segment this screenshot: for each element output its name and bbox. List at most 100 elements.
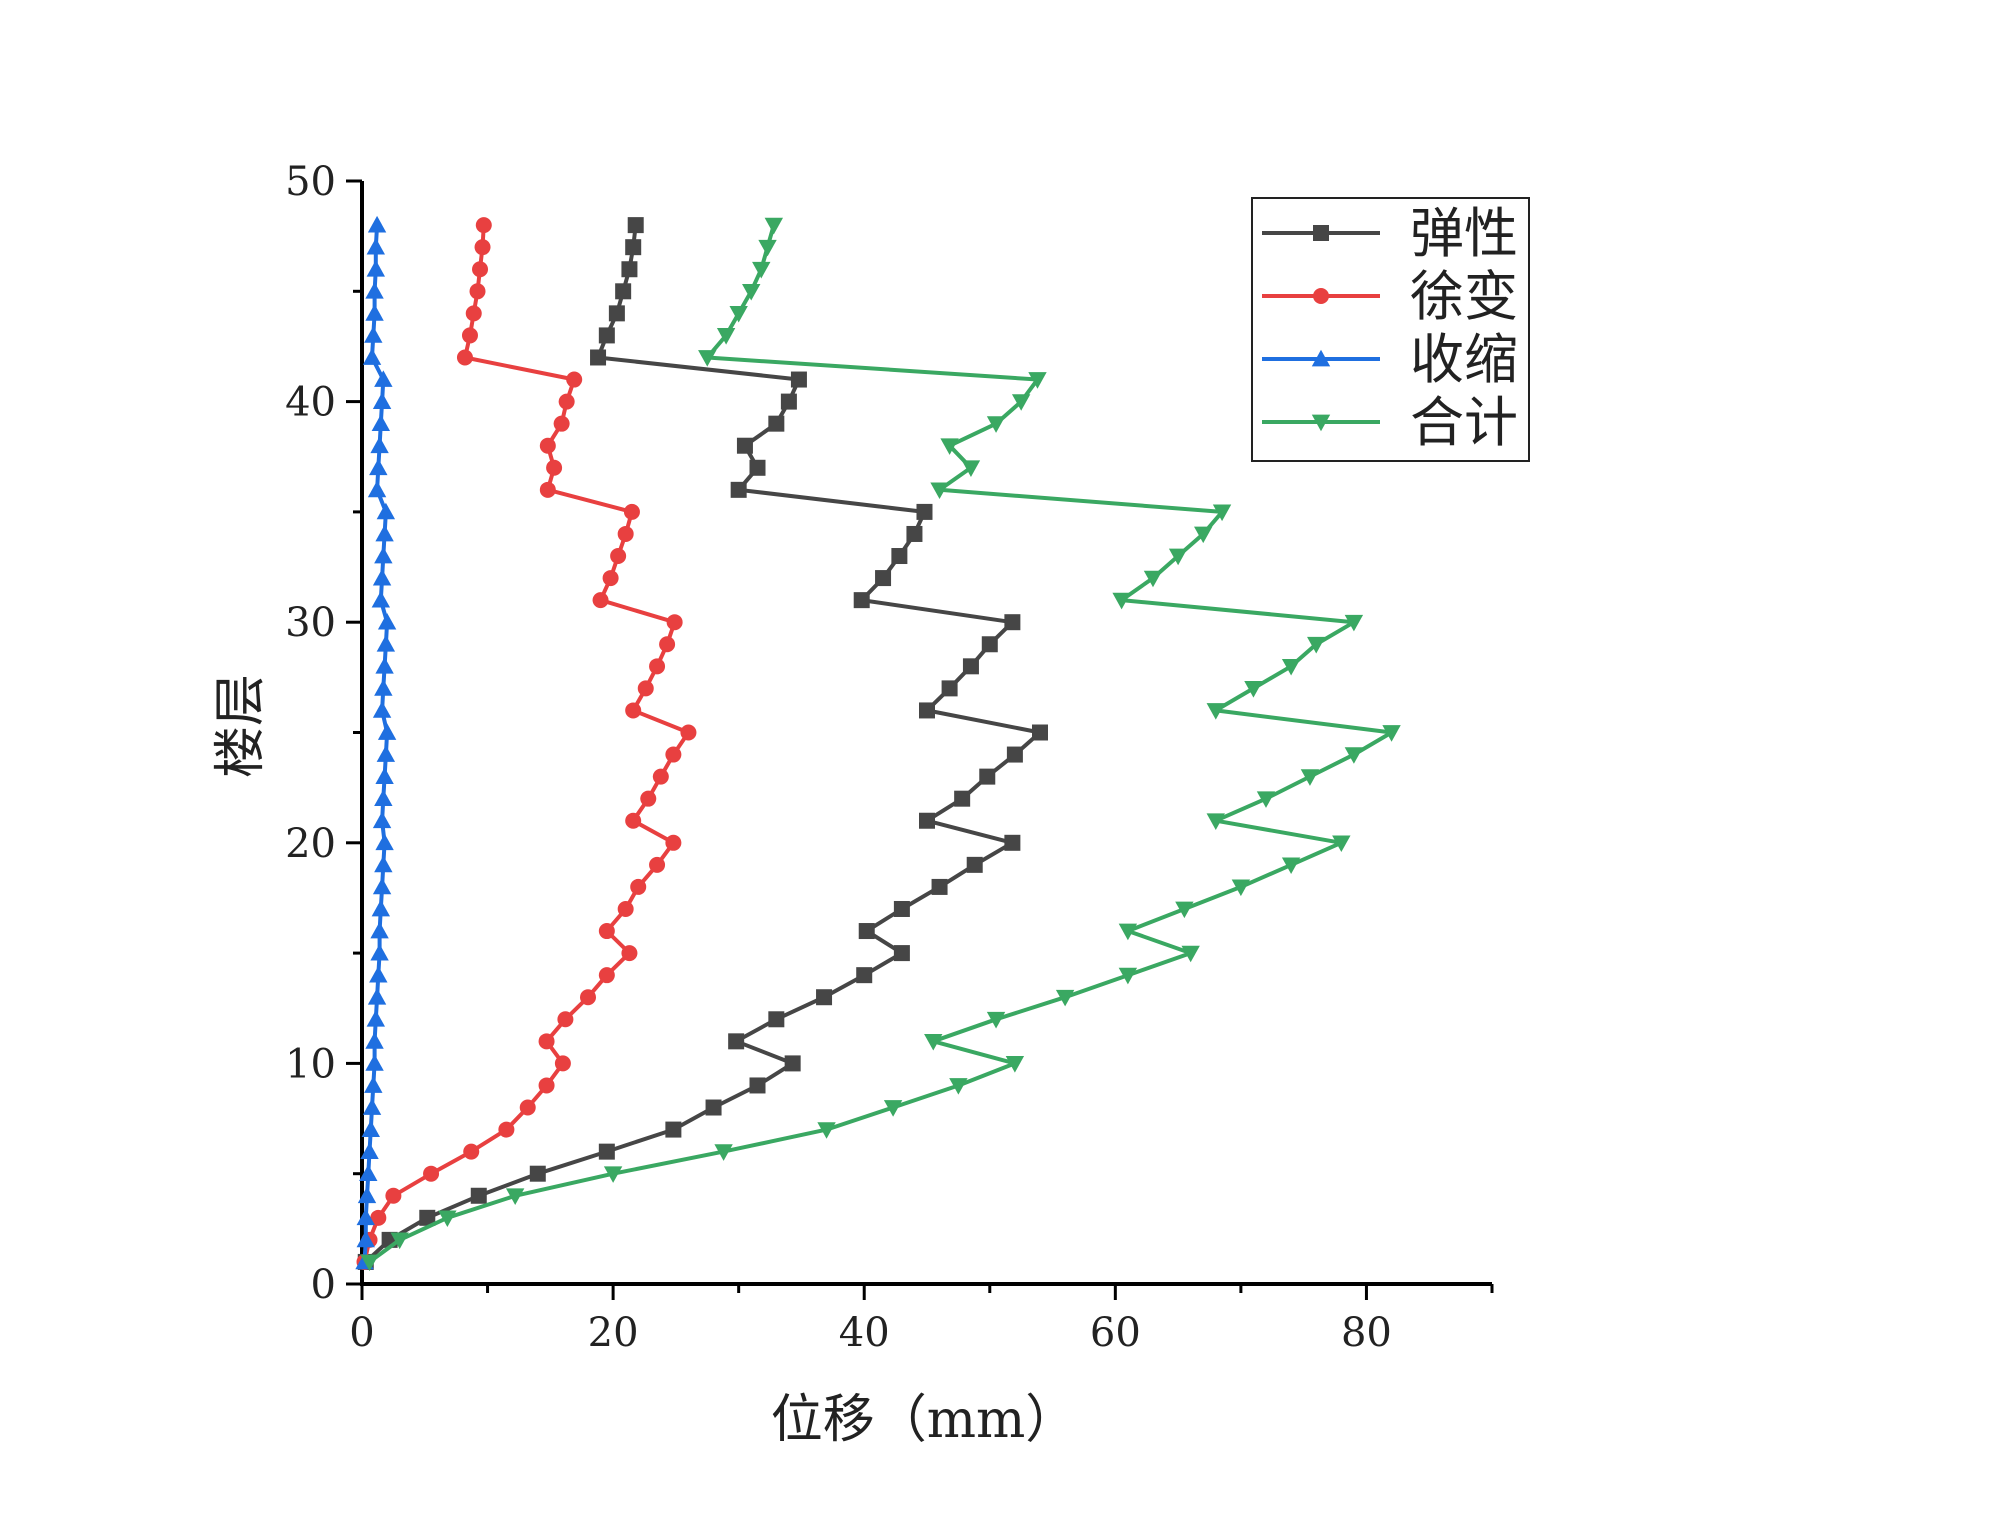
data-point [627,217,644,234]
data-point [592,592,609,609]
data-point [359,1164,378,1182]
data-point [1175,901,1194,919]
data-point [1300,769,1320,786]
data-point [372,568,392,586]
data-point [371,590,391,608]
data-point [698,350,717,367]
data-point [610,548,627,565]
data-point [539,481,556,498]
data-point [366,237,386,255]
data-point [360,1254,379,1272]
data-point [665,1121,682,1138]
data-point [716,328,736,345]
data-point [529,1165,546,1182]
data-point [461,327,478,344]
data-point [1055,989,1075,1007]
data-point [659,636,676,653]
data-point [1004,834,1021,851]
data-point [598,923,615,940]
series-3 [355,215,397,1270]
data-point [357,1186,377,1204]
data-point [369,965,388,983]
data-point [1231,879,1251,897]
data-point [470,1187,487,1204]
data-point [1168,548,1188,566]
data-point [1281,857,1301,875]
data-point [768,415,785,432]
x-tick-label: 60 [1090,1310,1141,1356]
y-axis-title: 楼层 [211,674,271,778]
data-point [919,812,935,829]
data-point [891,548,908,565]
data-point [538,1077,555,1094]
data-point [580,989,596,1006]
data-point [652,768,669,785]
data-point [979,768,996,785]
data-point [369,458,388,476]
data-point [1011,394,1031,411]
data-point [1194,526,1213,544]
legend-item: 收缩 [1262,328,1518,391]
data-point [372,392,392,409]
data-point [1006,746,1023,763]
data-point [714,1144,733,1161]
data-point [623,503,640,520]
data-point [598,327,615,344]
data-point [649,658,666,675]
data-point [1028,372,1047,389]
data-point [621,261,638,278]
data-point [498,1121,515,1138]
data-point [758,239,777,257]
legend-label: 收缩 [1410,328,1518,391]
data-point [603,1166,623,1183]
data-point [630,878,647,895]
data-point [554,1055,571,1072]
data-point [372,811,392,829]
data-point [598,967,615,984]
data-point [390,1232,409,1250]
data-point [1256,791,1276,808]
data-point [558,393,575,410]
data-point [949,1078,968,1095]
data-point [366,1010,386,1027]
data-point [817,1122,836,1139]
data-point [1032,724,1048,741]
data-point [375,833,394,851]
data-point [370,1209,387,1226]
data-point [742,283,761,301]
data-point [423,1165,440,1182]
data-point [356,1208,375,1226]
data-point [986,416,1006,433]
data-point [752,261,771,279]
data-point [856,967,873,984]
data-point [519,1099,536,1116]
data-point [1212,504,1232,522]
data-point [790,371,807,388]
data-point [356,1230,375,1248]
x-axis-title: 位移（mm） [771,1390,1078,1450]
data-point [1118,923,1138,941]
data-point [370,921,389,939]
data-point [615,283,632,300]
series-layer [355,215,1401,1272]
legend-label: 合计 [1410,391,1518,454]
data-point [374,546,393,564]
data-point [367,988,387,1005]
data-point [916,503,933,520]
data-point [1307,636,1326,654]
data-point [858,923,875,940]
data-point [729,306,748,323]
y-tick-label: 50 [285,159,336,205]
data-point [640,790,657,807]
data-point [730,481,747,498]
data-point [1344,614,1364,632]
data-point [375,524,394,542]
legend-swatch-marker [1311,349,1331,367]
data-point [941,680,958,697]
data-point [505,1188,525,1205]
data-point [465,305,482,322]
data-point [367,480,387,498]
data-point [602,570,619,587]
data-point [1244,681,1263,698]
